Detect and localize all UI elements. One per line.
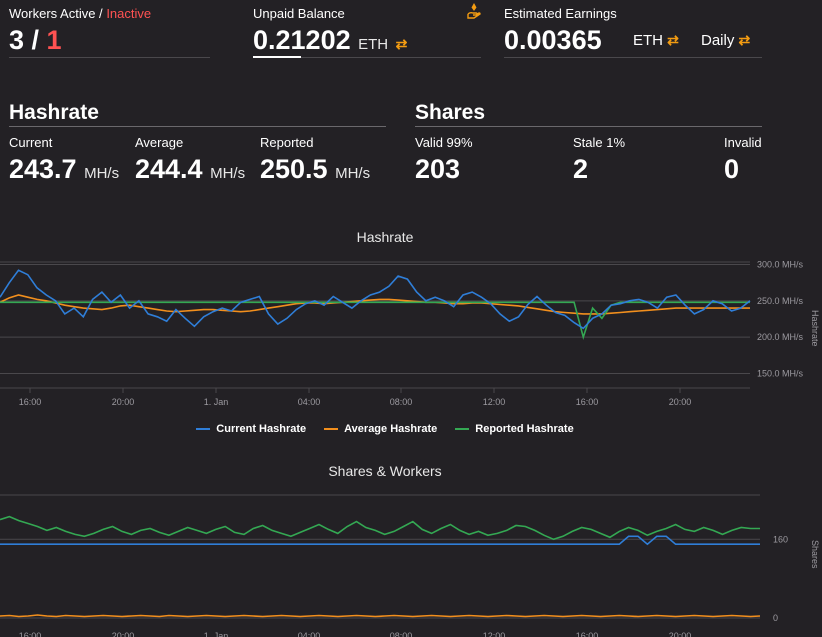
x-tick-label: 08:00 — [390, 397, 413, 407]
invalid-shares-value: 0 — [724, 154, 740, 184]
workers-label: Workers Active / Inactive — [9, 6, 151, 21]
series-line-stale-shares — [0, 614, 761, 618]
stale-shares-label: Stale 1% — [573, 135, 626, 150]
series-line-current-hashrate — [0, 269, 751, 330]
workers-active-label: Workers Active / — [9, 6, 103, 21]
x-tick-label: 04:00 — [298, 397, 321, 407]
invalid-shares-label: Invalid — [724, 135, 762, 150]
y-axis-title: Hashrate — [810, 310, 820, 347]
reported-hashrate-unit: MH/s — [335, 165, 371, 182]
x-tick-label: 1. Jan — [204, 397, 229, 407]
earnings-period-toggle[interactable]: Daily ⇄ — [701, 32, 750, 49]
x-tick-label: 12:00 — [483, 631, 506, 637]
x-tick-label: 1. Jan — [204, 631, 229, 637]
balance-currency-swap-icon[interactable]: ⇄ — [395, 36, 408, 52]
earnings-period-swap-icon[interactable]: ⇄ — [738, 32, 751, 48]
y-tick-label: 150.0 MH/s — [757, 368, 804, 378]
y-tick-label: 0 — [773, 613, 778, 623]
divider — [9, 126, 386, 127]
unpaid-balance: 0.21202 ETH ⇄ — [253, 27, 407, 54]
workers-active-count: 3 — [9, 25, 25, 55]
reported-hashrate: 250.5 MH/s — [260, 156, 370, 183]
x-tick-label: 16:00 — [19, 397, 42, 407]
unpaid-balance-value: 0.21202 — [253, 25, 351, 55]
estimated-earnings-label: Estimated Earnings — [504, 6, 617, 21]
unpaid-balance-unit: ETH — [358, 36, 389, 53]
y-axis-title: Shares — [810, 540, 820, 569]
legend-swatch — [455, 428, 470, 430]
hashrate-chart[interactable]: 150.0 MH/s 200.0 MH/s 250.0 MH/s 300.0 MH/s… — [0, 250, 822, 415]
workers-inactive-label: Inactive — [106, 6, 152, 21]
current-hashrate-unit: MH/s — [84, 165, 120, 182]
shares-section-title: Shares — [415, 101, 486, 124]
stale-shares-value: 2 — [573, 154, 589, 184]
average-hashrate: 244.4 MH/s — [135, 156, 245, 183]
series-line-valid-shares — [0, 515, 760, 541]
x-tick-label: 08:00 — [390, 631, 413, 637]
earnings-currency: ETH — [633, 32, 663, 49]
current-hashrate-value: 243.7 — [9, 154, 77, 184]
series-line-average-hashrate — [0, 294, 750, 315]
shares-workers-chart[interactable]: 0 160 16:00 20:00 1. Jan 04:00 08:00 12:00 16:00… — [0, 490, 822, 637]
y-tick-label: 160 — [773, 534, 788, 544]
average-hashrate-value: 244.4 — [135, 154, 203, 184]
hand-coin-icon[interactable] — [467, 2, 481, 20]
y-tick-label: 250.0 MH/s — [757, 296, 804, 306]
legend-current-hashrate[interactable]: Current Hashrate — [196, 423, 306, 435]
y-tick-label: 300.0 MH/s — [757, 260, 804, 270]
divider — [415, 126, 762, 127]
legend-average-hashrate[interactable]: Average Hashrate — [324, 423, 437, 435]
unpaid-balance-label: Unpaid Balance — [253, 6, 345, 21]
y-tick-label: 200.0 MH/s — [757, 332, 804, 342]
hashrate-legend: Current Hashrate Average Hashrate Report… — [0, 423, 770, 435]
valid-shares-label: Valid 99% — [415, 135, 473, 150]
legend-label: Average Hashrate — [344, 423, 438, 435]
x-tick-label: 20:00 — [669, 397, 692, 407]
divider — [9, 57, 210, 58]
current-hashrate-label: Current — [9, 135, 53, 150]
x-tick-label: 12:00 — [483, 397, 506, 407]
workers-separator: / — [24, 25, 47, 55]
legend-swatch — [324, 428, 339, 430]
earnings-currency-swap-icon[interactable]: ⇄ — [667, 32, 679, 48]
balance-underline-accent — [253, 56, 301, 58]
x-tick-label: 20:00 — [669, 631, 692, 637]
x-tick-label: 16:00 — [19, 631, 42, 637]
hashrate-section-title: Hashrate — [9, 101, 99, 124]
divider — [504, 57, 762, 58]
x-tick-label: 16:00 — [576, 631, 599, 637]
x-tick-label: 04:00 — [298, 631, 321, 637]
average-hashrate-label: Average — [135, 135, 184, 150]
legend-label: Current Hashrate — [216, 423, 307, 435]
legend-swatch — [196, 428, 211, 430]
divider — [253, 57, 481, 58]
x-tick-label: 16:00 — [576, 397, 599, 407]
valid-shares-value: 203 — [415, 154, 461, 184]
workers-inactive-count: 1 — [46, 25, 62, 55]
series-line-workers — [0, 535, 760, 546]
reported-hashrate-value: 250.5 — [260, 154, 328, 184]
legend-reported-hashrate[interactable]: Reported Hashrate — [455, 423, 574, 435]
earnings-currency-toggle[interactable]: ETH ⇄ — [633, 32, 679, 49]
earnings-period: Daily — [701, 32, 735, 49]
shares-chart-title: Shares & Workers — [328, 463, 442, 479]
x-tick-label: 20:00 — [112, 397, 135, 407]
reported-hashrate-label: Reported — [260, 135, 314, 150]
hashrate-chart-title: Hashrate — [356, 229, 414, 245]
current-hashrate: 243.7 MH/s — [9, 156, 119, 183]
x-tick-label: 20:00 — [112, 631, 135, 637]
workers-count: 3 / 1 — [9, 27, 62, 54]
average-hashrate-unit: MH/s — [210, 165, 246, 182]
legend-label: Reported Hashrate — [475, 423, 574, 435]
estimated-earnings-value: 0.00365 — [504, 25, 602, 55]
